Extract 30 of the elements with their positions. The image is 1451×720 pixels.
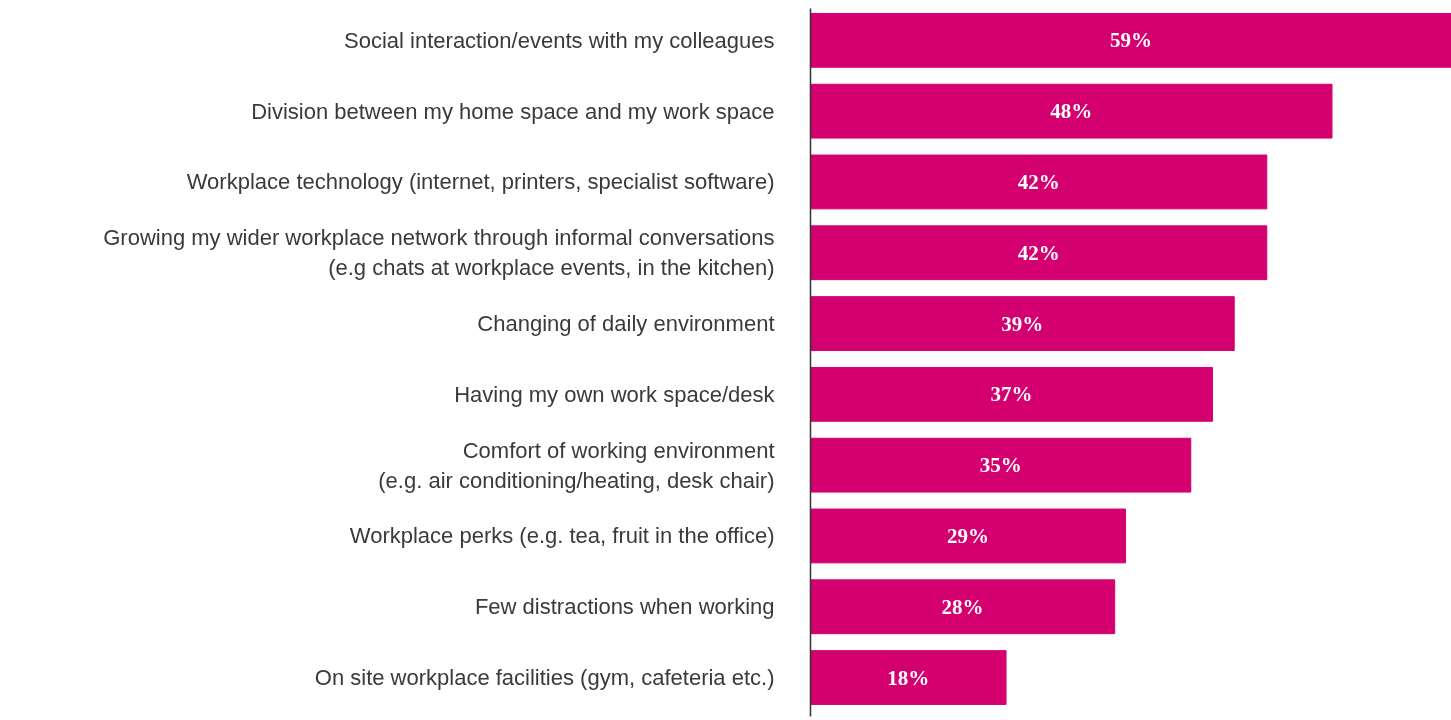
y-tick-label: Growing my wider workplace network through informal conversations (e.g chats at workplace events, in the kitchen): [103, 225, 775, 281]
bar: [810, 225, 1268, 281]
bar: [810, 650, 1007, 705]
bar: [810, 508, 1127, 564]
data-label: 28%: [941, 594, 984, 619]
data-label: 42%: [1017, 169, 1060, 194]
bar: [810, 154, 1268, 210]
data-label: 18%: [887, 665, 930, 690]
y-tick-label: Having my own work space/desk: [454, 381, 776, 407]
data-label: 29%: [947, 523, 990, 548]
data-label: 48%: [1050, 99, 1093, 124]
y-tick-label: Changing of daily environment: [477, 311, 775, 337]
data-label: 37%: [990, 382, 1033, 407]
y-tick-label: On site workplace facilities (gym, cafeteria etc.): [314, 665, 775, 691]
y-tick-label: Workplace perks (e.g. tea, fruit in the office): [349, 523, 775, 549]
y-tick-label: Division between my home space and my work space: [251, 98, 775, 124]
data-label: 35%: [979, 453, 1022, 478]
bar: [810, 366, 1213, 422]
bar: [810, 12, 1451, 68]
y-tick-label: Few distractions when working: [474, 594, 775, 620]
data-label: 42%: [1017, 240, 1060, 265]
bar: [810, 83, 1333, 139]
bar: [810, 437, 1192, 493]
bar: [810, 296, 1235, 351]
bar: [810, 579, 1116, 635]
y-tick-label: Comfort of working environment (e.g. air conditioning/heating, desk chair): [378, 437, 775, 493]
y-tick-label: Social interaction/events with my colleagues: [344, 27, 775, 53]
y-tick-label: Workplace technology (internet, printers, specialist software): [186, 169, 775, 195]
data-label: 39%: [1001, 311, 1044, 336]
data-label: 59%: [1110, 28, 1152, 53]
